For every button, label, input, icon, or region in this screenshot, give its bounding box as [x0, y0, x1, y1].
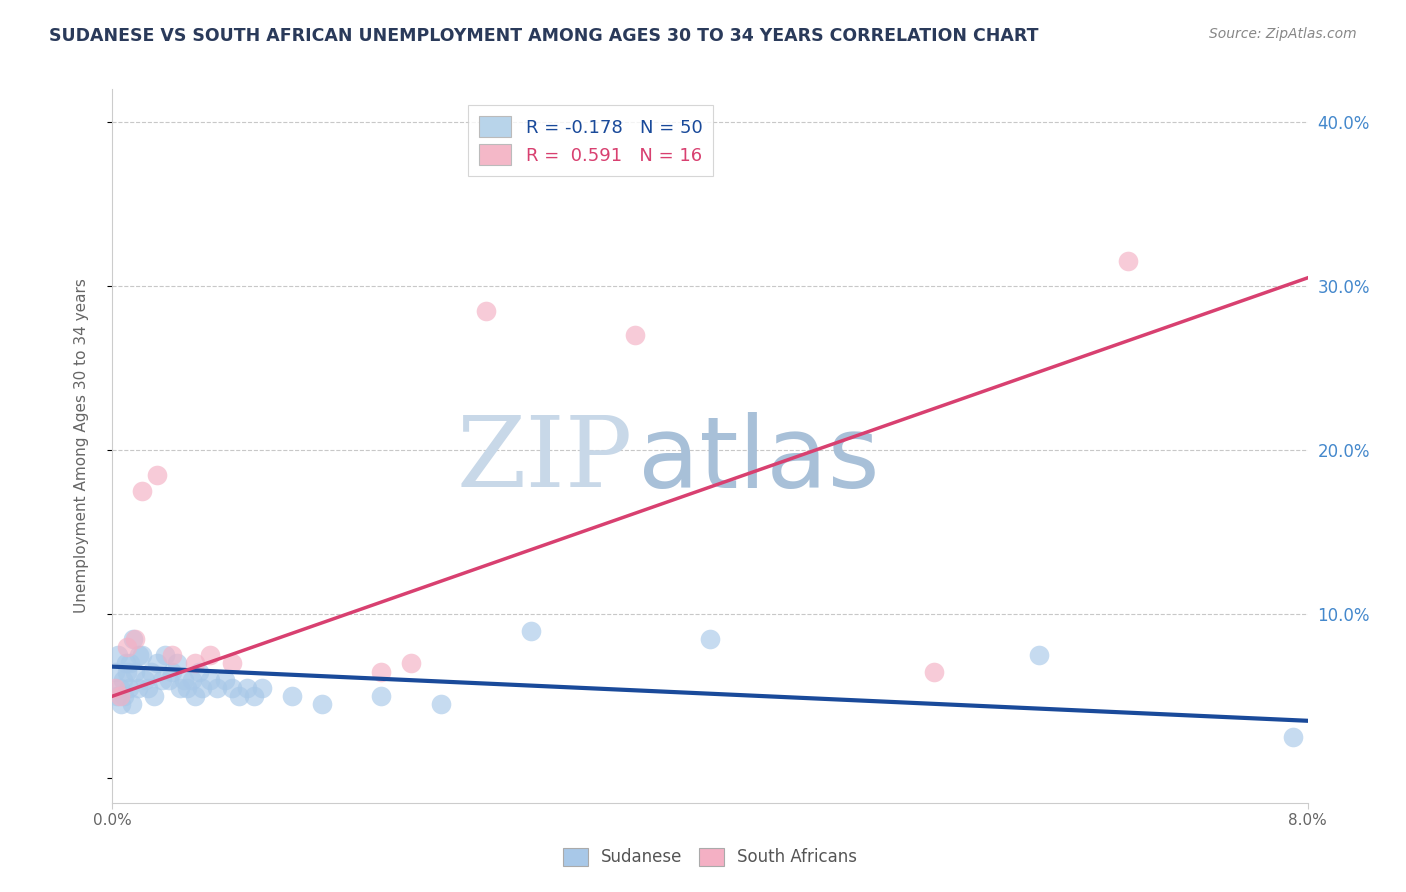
Point	[120, 657, 142, 671]
Point	[188, 665, 211, 679]
Text: SUDANESE VS SOUTH AFRICAN UNEMPLOYMENT AMONG AGES 30 TO 34 YEARS CORRELATION CHA: SUDANESE VS SOUTH AFRICAN UNEMPLOYMENT A…	[49, 27, 1039, 45]
Point	[922, 665, 945, 679]
Point	[124, 665, 146, 679]
Point	[138, 681, 160, 695]
Point	[128, 648, 150, 662]
Point	[475, 303, 498, 318]
Point	[228, 689, 250, 703]
Point	[122, 632, 145, 646]
Point	[153, 648, 176, 662]
Point	[166, 657, 188, 671]
Point	[1118, 254, 1140, 268]
Point	[117, 640, 139, 654]
Point	[108, 689, 131, 703]
Point	[121, 698, 143, 712]
Point	[236, 681, 259, 695]
Point	[150, 673, 173, 687]
Point	[311, 698, 333, 712]
Point	[131, 648, 153, 662]
Point	[141, 665, 163, 679]
Point	[250, 681, 273, 695]
Point	[1028, 648, 1050, 662]
Point	[143, 689, 166, 703]
Point	[105, 689, 128, 703]
Point	[370, 665, 392, 679]
Point	[162, 648, 183, 662]
Point	[104, 681, 127, 695]
Text: ZIP: ZIP	[456, 412, 633, 508]
Y-axis label: Unemployment Among Ages 30 to 34 years: Unemployment Among Ages 30 to 34 years	[75, 278, 89, 614]
Point	[205, 681, 228, 695]
Point	[214, 673, 236, 687]
Point	[370, 689, 392, 703]
Point	[1281, 730, 1303, 744]
Point	[183, 657, 205, 671]
Point	[173, 673, 195, 687]
Text: atlas: atlas	[638, 412, 880, 508]
Point	[157, 673, 180, 687]
Point	[699, 632, 721, 646]
Point	[108, 681, 131, 695]
Point	[198, 648, 221, 662]
Point	[146, 657, 169, 671]
Point	[243, 689, 266, 703]
Point	[520, 624, 543, 638]
Point	[624, 328, 647, 343]
Point	[183, 689, 205, 703]
Point	[111, 673, 134, 687]
Point	[124, 632, 146, 646]
Legend: Sudanese, South Africans: Sudanese, South Africans	[555, 841, 865, 873]
Text: Source: ZipAtlas.com: Source: ZipAtlas.com	[1209, 27, 1357, 41]
Point	[114, 689, 135, 703]
Point	[127, 681, 149, 695]
Point	[115, 657, 138, 671]
Point	[146, 467, 169, 482]
Point	[221, 657, 243, 671]
Point	[117, 665, 139, 679]
Point	[104, 665, 127, 679]
Point	[401, 657, 423, 671]
Point	[430, 698, 453, 712]
Point	[176, 681, 198, 695]
Point	[198, 673, 221, 687]
Point	[180, 673, 202, 687]
Point	[134, 673, 156, 687]
Point	[131, 484, 153, 499]
Point	[281, 689, 304, 703]
Point	[118, 681, 141, 695]
Point	[107, 648, 129, 662]
Point	[221, 681, 243, 695]
Point	[110, 698, 132, 712]
Point	[169, 681, 191, 695]
Point	[162, 665, 183, 679]
Point	[191, 681, 214, 695]
